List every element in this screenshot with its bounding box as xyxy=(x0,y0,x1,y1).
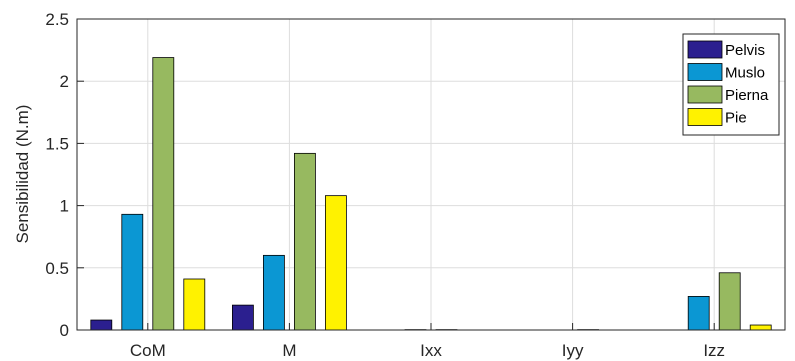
y-tick-label: 2.5 xyxy=(45,10,69,29)
x-tick-label-iyy: Iyy xyxy=(562,341,584,360)
legend-label-pelvis: Pelvis xyxy=(725,42,765,59)
bar-pelvis-m xyxy=(231,304,254,331)
x-axis-ticks: CoM M Ixx Iyy Izz xyxy=(130,323,725,360)
y-axis-label: Sensibilidad (N.m) xyxy=(13,105,32,244)
legend-label-pie: Pie xyxy=(725,110,747,127)
bar-pie-com xyxy=(183,278,206,331)
x-tick-label-com: CoM xyxy=(130,341,166,360)
x-tick-label-ixx: Ixx xyxy=(420,341,442,360)
legend-swatch-pie xyxy=(687,108,723,126)
legend: Pelvis Muslo Pierna Pie xyxy=(682,33,780,136)
legend-items: Pelvis Muslo Pierna Pie xyxy=(687,40,769,127)
bar-pierna-m xyxy=(293,152,316,331)
x-gridlines xyxy=(147,19,715,330)
x-tick-label-izz: Izz xyxy=(703,341,725,360)
legend-swatch-muslo xyxy=(687,63,723,81)
bar-pelvis-com xyxy=(90,319,113,331)
bar-muslo-com xyxy=(121,213,144,331)
y-tick-label: 1 xyxy=(60,197,69,216)
y-tick-label: 0.5 xyxy=(45,259,69,278)
y-tick-label: 2 xyxy=(60,72,69,91)
bar-pie-izz xyxy=(749,324,772,331)
y-tick-label: 1.5 xyxy=(45,134,69,153)
legend-swatch-pelvis xyxy=(687,40,723,59)
x-tick-label-m: M xyxy=(282,341,296,360)
bar-muslo-m xyxy=(262,254,285,331)
bars-group xyxy=(90,57,772,331)
legend-label-pierna: Pierna xyxy=(725,87,769,104)
y-axis-ticks: 0 0.5 1 1.5 2 2.5 xyxy=(45,10,84,340)
bar-muslo-izz xyxy=(687,296,710,331)
legend-label-muslo: Muslo xyxy=(725,65,765,82)
bar-pierna-izz xyxy=(718,272,741,331)
bar-pierna-com xyxy=(152,57,175,331)
bar-pie-m xyxy=(324,195,347,331)
legend-swatch-pierna xyxy=(687,85,723,104)
y-tick-label: 0 xyxy=(60,321,69,340)
plot-area xyxy=(76,18,786,331)
